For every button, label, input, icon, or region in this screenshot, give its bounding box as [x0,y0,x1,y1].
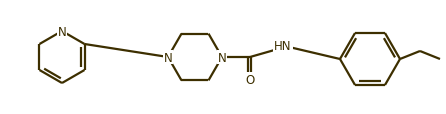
Text: HN: HN [274,40,292,53]
Text: N: N [218,51,227,64]
Text: N: N [58,25,66,38]
Text: O: O [245,73,255,86]
Text: N: N [164,51,172,64]
